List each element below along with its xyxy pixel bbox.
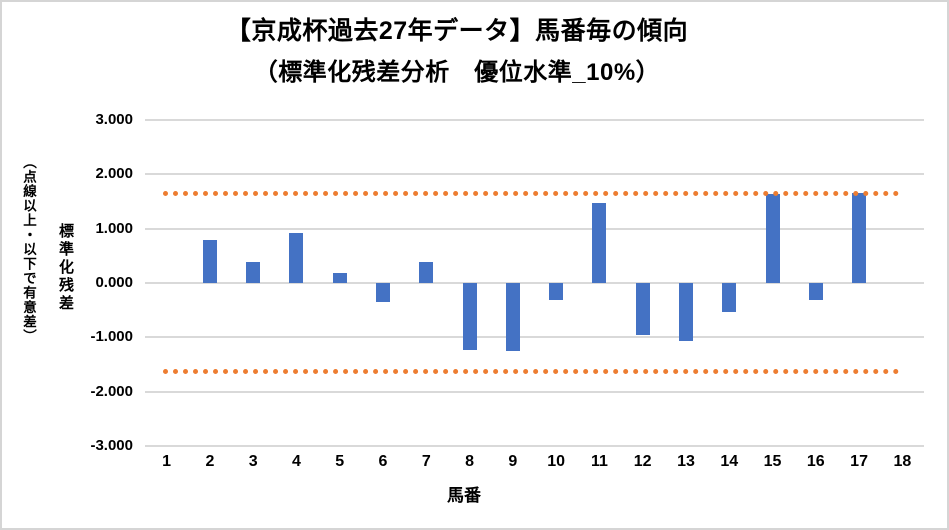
- x-axis-tick-label: 16: [806, 453, 825, 470]
- y-axis-tick-label: 3.000: [95, 111, 133, 128]
- chart-title-line2: （標準化残差分析 優位水準_10%）: [253, 59, 661, 86]
- bar: [419, 261, 434, 283]
- bar: [332, 273, 347, 283]
- bar: [808, 283, 823, 300]
- x-axis-tick-label: 5: [335, 453, 345, 470]
- bar: [852, 193, 867, 283]
- x-axis-tick-label: 7: [421, 453, 431, 470]
- bar: [549, 283, 564, 300]
- x-axis-title: 馬番: [447, 486, 481, 505]
- x-axis-tick-label: 9: [508, 453, 518, 470]
- y-axis-title: 標準化残差: [57, 223, 74, 313]
- bar: [289, 233, 304, 283]
- x-axis-tick-label: 15: [763, 453, 782, 470]
- gridline: [145, 282, 924, 284]
- y-axis-tick-label: 2.000: [95, 165, 133, 183]
- bar: [462, 283, 477, 350]
- significance-line: [163, 369, 899, 375]
- bar: [722, 283, 737, 312]
- bar: [765, 194, 780, 283]
- y-axis-tick-label: 1.000: [95, 219, 133, 237]
- x-axis-tick-label: 2: [205, 453, 215, 470]
- chart-title: 【京成杯過去27年データ】馬番毎の傾向 （標準化残差分析 優位水準_10%）: [2, 14, 912, 90]
- bar: [635, 283, 650, 336]
- gridline: [145, 390, 924, 393]
- bar: [246, 261, 261, 283]
- gridline: [145, 119, 924, 121]
- x-axis-tick-label: 12: [633, 453, 652, 470]
- bar: [505, 283, 520, 351]
- x-axis-tick-label: 8: [465, 453, 475, 470]
- y-axis-tick-label: 0.000: [95, 274, 133, 291]
- x-axis-tick-label: 6: [378, 453, 388, 470]
- x-axis-tick-label: 18: [893, 453, 912, 470]
- significance-line: [163, 190, 899, 196]
- x-axis-tick-label: 4: [292, 453, 301, 470]
- gridline: [145, 445, 924, 447]
- bar: [678, 283, 693, 341]
- chart-title-line1: 【京成杯過去27年データ】馬番毎の傾向: [225, 17, 689, 45]
- bar: [376, 283, 391, 303]
- x-axis-tick-label: 3: [248, 453, 258, 470]
- bar: [592, 203, 607, 283]
- y-axis-tick-label: -1.000: [90, 328, 133, 346]
- gridline: [145, 227, 924, 230]
- x-axis-tick-label: 10: [547, 453, 566, 470]
- bar: [202, 240, 217, 283]
- gridline: [145, 336, 924, 339]
- x-axis-tick-label: 11: [590, 453, 608, 470]
- x-axis-tick-label: 14: [720, 453, 739, 470]
- y-axis-subtitle: （点線以上・以下で有意差）: [21, 155, 36, 344]
- y-axis-tick-label: -2.000: [90, 382, 133, 400]
- y-axis-tick-label: -3.000: [90, 437, 133, 454]
- x-axis-tick-label: 13: [677, 453, 695, 470]
- gridline: [145, 173, 924, 176]
- x-axis-tick-label: 17: [850, 453, 868, 470]
- x-axis-tick-label: 1: [162, 453, 172, 470]
